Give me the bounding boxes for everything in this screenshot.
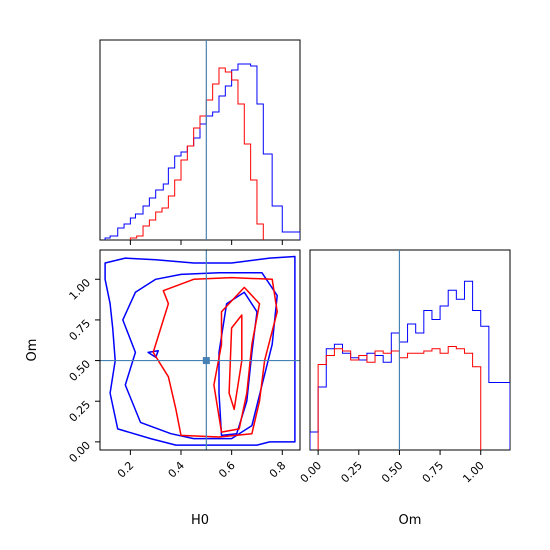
panel-hist-h0 — [99, 39, 301, 245]
panel-frame-2d — [99, 249, 301, 451]
ytick-label-om-1: 0.25 — [67, 398, 94, 425]
ytick-label-om-0: 0.00 — [67, 439, 94, 466]
ytick-label-om-4: 1.00 — [67, 276, 94, 303]
ytick-label-om-3: 0.75 — [67, 317, 94, 344]
xtick-label-om-3: 0.75 — [420, 459, 447, 486]
hist-h0-blue-line — [104, 63, 300, 240]
xtick-label-om-1: 0.25 — [338, 459, 365, 486]
contour-red-0 — [152, 276, 278, 438]
contour-blue-2 — [218, 291, 258, 437]
contour-red-1 — [213, 286, 261, 433]
xtick-label-h0-0: 0.2 — [115, 459, 137, 481]
xtick-label-om-4: 1.00 — [460, 459, 487, 486]
hist-h0-ticks — [129, 240, 283, 245]
xtick-label-h0-3: 0.8 — [267, 459, 289, 481]
xlabel-om: Om — [399, 513, 422, 528]
xtick-label-h0-1: 0.4 — [166, 459, 188, 481]
panel-frame-hist-om — [309, 249, 511, 451]
panel-frame-hist-h0 — [99, 39, 301, 241]
panel-hist-om: 0.00 0.25 0.50 0.75 1.00 — [298, 249, 511, 485]
hist-h0-series — [104, 40, 300, 240]
contour-red-2 — [228, 314, 243, 411]
xtick-label-h0-2: 0.6 — [216, 459, 238, 481]
ylabel-om: Om — [25, 339, 40, 362]
xtick-label-om-2: 0.50 — [379, 459, 406, 486]
xlabel-h0: H0 — [191, 513, 209, 528]
hist-om-series — [310, 250, 510, 450]
truth-marker — [202, 357, 210, 365]
hist-om-blue-line — [310, 280, 510, 450]
hist-om-ticks: 0.00 0.25 0.50 0.75 1.00 — [298, 450, 487, 485]
xtick-label-om-0: 0.00 — [298, 459, 325, 486]
contour-blue-0 — [104, 255, 296, 446]
panel-2d-contour: 0.2 0.4 0.6 0.8 0.00 0.25 0.50 0.75 1.00 — [67, 249, 301, 481]
contour-series — [104, 255, 296, 446]
truth-lines-2d — [100, 250, 300, 450]
hist-h0-red-line — [129, 67, 264, 240]
ytick-label-om-2: 0.50 — [67, 357, 94, 384]
